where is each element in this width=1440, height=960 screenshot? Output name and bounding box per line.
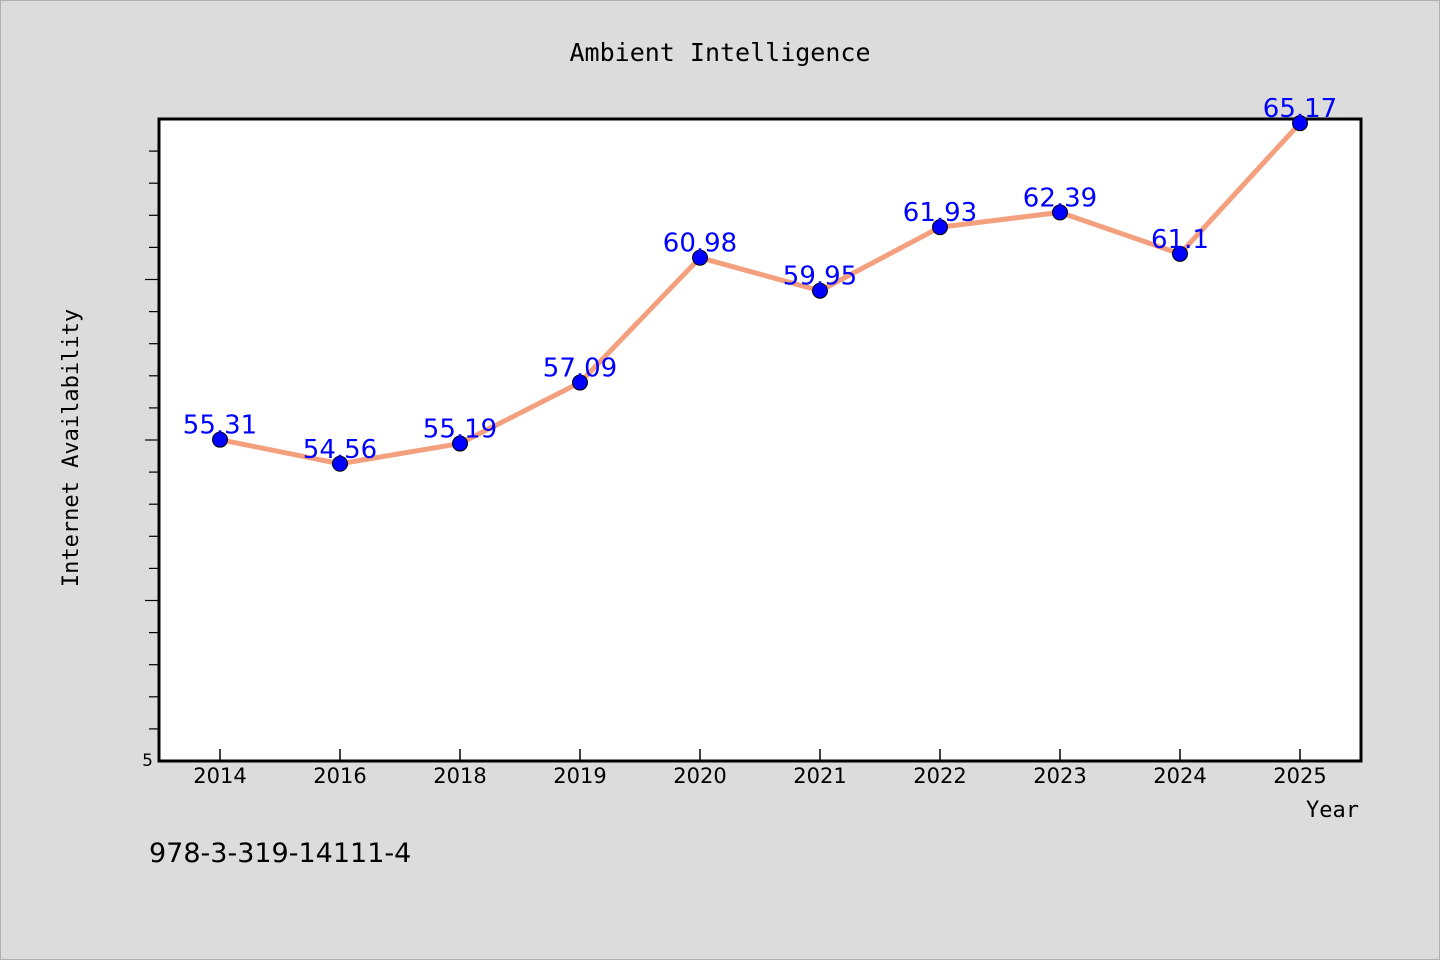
x-tick-label: 2024	[1153, 764, 1206, 788]
x-tick-label: 2018	[433, 764, 486, 788]
data-label: 55.19	[423, 415, 497, 445]
data-point	[812, 282, 828, 299]
series-line	[217, 120, 1303, 467]
x-tick-label: 2016	[313, 764, 366, 788]
x-tick-label: 2025	[1273, 764, 1326, 788]
isbn-text: 978-3-319-14111-4	[149, 838, 411, 869]
data-label: 55.31	[183, 411, 257, 441]
x-axis-tick-labels: 2014 2016 2018 2019 2020 2021 2022 2023 2024 2025	[193, 764, 1326, 788]
data-point	[212, 431, 228, 448]
data-label: 62.39	[1023, 183, 1097, 213]
data-label: 57.09	[543, 354, 617, 384]
data-label: 65.17	[1263, 94, 1337, 124]
x-axis-ticks	[219, 749, 1301, 761]
data-point	[572, 374, 588, 391]
data-label: 61.1	[1151, 225, 1209, 255]
y-axis-tick-labels: 5	[142, 751, 153, 771]
data-point	[692, 249, 708, 266]
data-point	[932, 219, 948, 236]
data-label: 61.93	[903, 198, 977, 228]
x-tick-label: 2023	[1033, 764, 1086, 788]
y-tick-label: 5	[142, 751, 153, 771]
data-point	[1292, 115, 1308, 132]
series-markers	[212, 115, 1308, 472]
x-tick-label: 2022	[913, 764, 966, 788]
x-tick-label: 2019	[553, 764, 606, 788]
x-tick-label: 2020	[673, 764, 726, 788]
x-axis-label: Year	[1306, 798, 1359, 823]
data-point	[452, 435, 468, 452]
chart-title: Ambient Intelligence	[569, 38, 870, 67]
data-label: 59.95	[783, 262, 857, 292]
data-label: 60.98	[663, 229, 737, 259]
x-tick-label: 2014	[193, 764, 246, 788]
x-tick-label: 2021	[793, 764, 846, 788]
data-labels: 55.31 54.56 55.19 57.09 60.98 59.95 61.93 62.39…	[183, 94, 1337, 465]
data-point	[1172, 245, 1188, 262]
y-axis-label: Internet Availability	[59, 309, 84, 587]
data-label: 54.56	[303, 435, 377, 465]
y-axis-ticks	[145, 150, 159, 730]
data-point	[1052, 204, 1068, 221]
plot-area	[157, 117, 1363, 763]
data-point	[332, 455, 348, 472]
